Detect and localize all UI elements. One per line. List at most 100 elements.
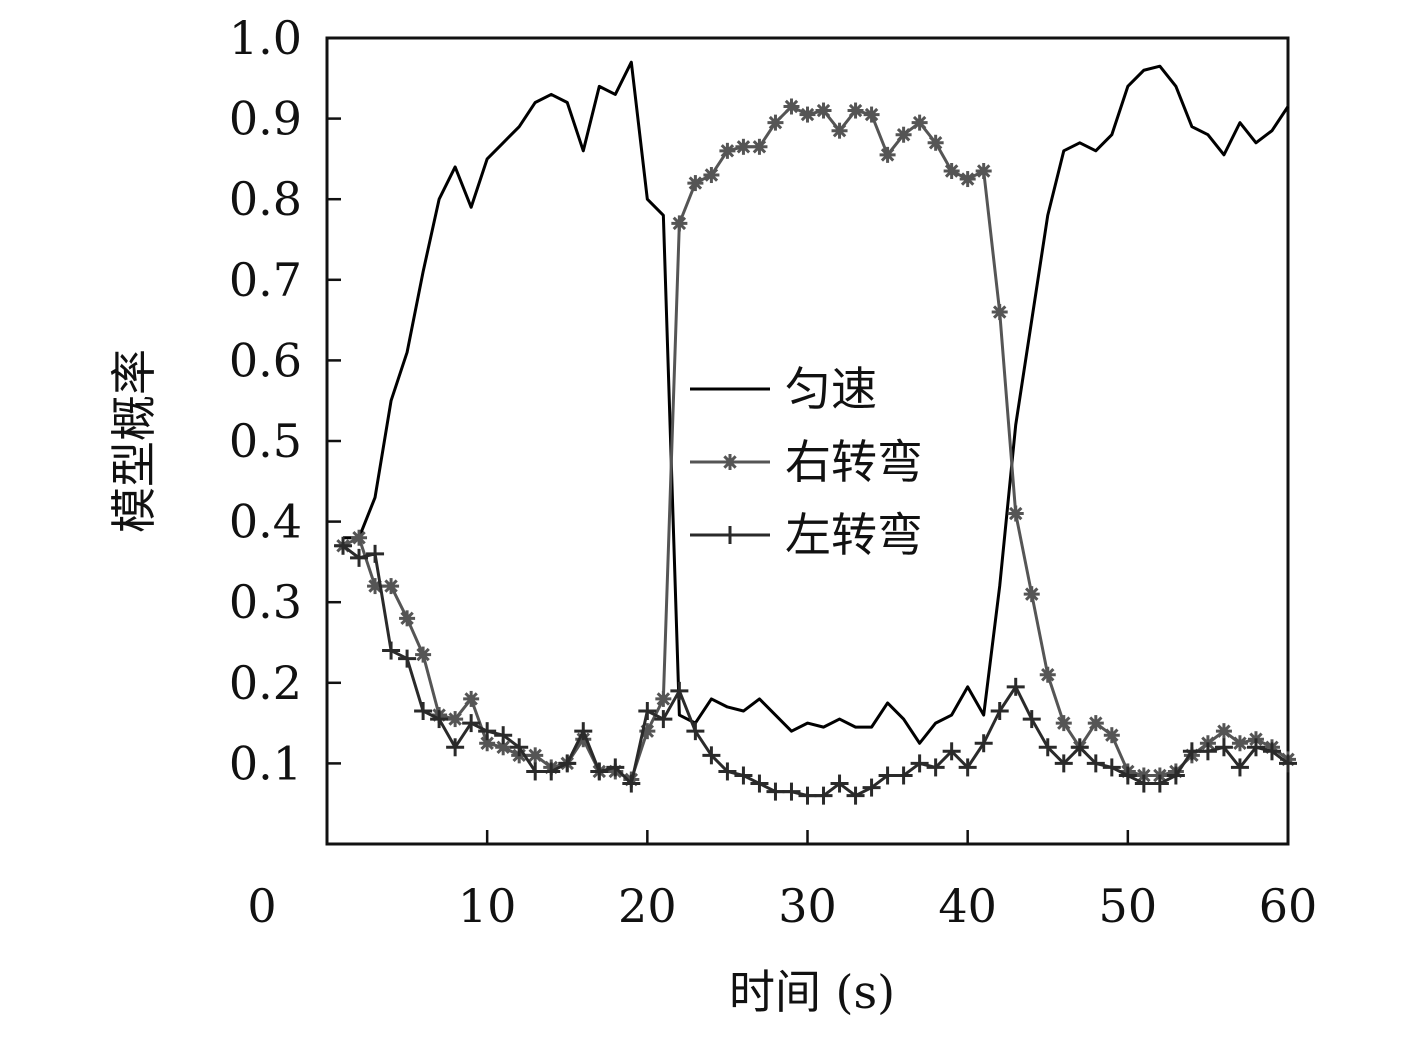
- y-tick-label: 0.6: [229, 333, 302, 387]
- plus-marker: [1230, 758, 1249, 777]
- plus-marker: [990, 702, 1009, 721]
- plus-marker: [942, 742, 961, 761]
- asterisk-marker: [1055, 715, 1072, 732]
- plus-marker: [606, 758, 625, 777]
- plus-marker: [478, 722, 497, 741]
- plus-marker: [574, 722, 593, 741]
- plus-marker: [654, 710, 673, 729]
- asterisk-marker: [1087, 715, 1104, 732]
- asterisk-marker: [959, 171, 976, 188]
- asterisk-marker: [447, 711, 464, 728]
- plus-marker: [446, 738, 465, 757]
- plus-marker: [830, 774, 849, 793]
- x-tick-label: 60: [1259, 879, 1318, 933]
- plus-marker: [1166, 766, 1185, 785]
- asterisk-marker: [687, 175, 704, 192]
- asterisk-marker: [799, 106, 816, 123]
- plus-marker: [1038, 738, 1057, 757]
- asterisk-marker: [351, 529, 368, 546]
- legend-item: 右转弯: [690, 435, 923, 489]
- legend-label: 匀速: [785, 362, 877, 416]
- asterisk-marker: [399, 610, 416, 627]
- asterisk-marker: [383, 578, 400, 595]
- asterisk-marker: [815, 102, 832, 119]
- x-axis-title: 时间 (s): [729, 965, 895, 1019]
- legend-label: 左转弯: [785, 508, 923, 562]
- plus-marker: [974, 734, 993, 753]
- plus-marker: [1262, 742, 1281, 761]
- series-0: [343, 60, 1290, 745]
- plus-marker: [1118, 766, 1137, 785]
- plus-marker: [366, 544, 385, 563]
- asterisk-marker: [527, 747, 544, 764]
- y-tick-label: 0.5: [229, 414, 302, 468]
- plus-marker: [1006, 677, 1025, 696]
- plus-marker: [542, 762, 561, 781]
- asterisk-marker: [479, 735, 496, 752]
- plus-marker: [1279, 754, 1297, 773]
- plus-marker: [958, 758, 977, 777]
- asterisk-marker: [703, 167, 720, 184]
- asterisk-marker: [1039, 666, 1056, 683]
- plus-marker: [350, 548, 369, 567]
- plus-marker: [721, 526, 739, 544]
- plus-marker: [1086, 754, 1105, 773]
- plus-marker: [638, 702, 657, 721]
- plus-marker: [782, 782, 801, 801]
- plus-marker: [414, 702, 433, 721]
- asterisk-marker: [639, 723, 656, 740]
- x-tick-label: 30: [778, 879, 837, 933]
- plus-marker: [1150, 774, 1169, 793]
- plus-marker: [1070, 738, 1089, 757]
- plus-marker: [398, 649, 417, 668]
- plus-marker: [910, 754, 929, 773]
- plus-marker: [1054, 754, 1073, 773]
- asterisk-marker: [783, 98, 800, 115]
- legend-label: 右转弯: [785, 435, 923, 489]
- plus-marker: [526, 762, 545, 781]
- plus-marker: [1246, 738, 1265, 757]
- plus-marker: [590, 762, 609, 781]
- legend-item: 匀速: [690, 362, 877, 416]
- plus-marker: [462, 714, 481, 733]
- y-tick-label: 1.0: [229, 11, 302, 65]
- asterisk-marker: [1231, 735, 1248, 752]
- asterisk-marker: [1023, 586, 1040, 603]
- plus-marker: [1022, 710, 1041, 729]
- plus-marker: [1198, 742, 1217, 761]
- y-tick-label: 0.7: [229, 253, 302, 307]
- asterisk-marker: [1007, 505, 1024, 522]
- asterisk-marker: [943, 162, 960, 179]
- y-tick-label: 0.4: [229, 495, 302, 549]
- plus-marker: [846, 786, 865, 805]
- plus-marker: [750, 774, 769, 793]
- plus-marker: [670, 681, 689, 700]
- plus-marker: [798, 786, 817, 805]
- asterisk-marker: [722, 454, 738, 470]
- asterisk-marker: [671, 215, 688, 232]
- axis-ticks: 0 10 20 30 40 50 60 0.1 0.2 0.3 0.4 0.5 0.6 0.7 0.8 0.9…: [229, 11, 1317, 933]
- asterisk-marker: [1103, 727, 1120, 744]
- y-axis-title: 模型概率: [107, 349, 161, 533]
- plus-marker: [1134, 774, 1153, 793]
- x-tick-label: 20: [618, 879, 677, 933]
- asterisk-marker: [495, 739, 512, 756]
- y-tick-label: 0.3: [229, 575, 302, 629]
- x-tick-label: 10: [458, 879, 517, 933]
- y-tick-label: 0.2: [229, 656, 302, 710]
- plus-marker: [1214, 738, 1233, 757]
- asterisk-marker: [415, 646, 432, 663]
- asterisk-marker: [911, 114, 928, 131]
- series-layer: [334, 60, 1297, 805]
- plus-marker: [862, 778, 881, 797]
- legend-item: 左转弯: [690, 508, 923, 562]
- plus-marker: [926, 758, 945, 777]
- asterisk-marker: [927, 134, 944, 151]
- plus-marker: [814, 786, 833, 805]
- plus-marker: [558, 754, 577, 773]
- plus-marker: [718, 762, 737, 781]
- asterisk-marker: [991, 304, 1008, 321]
- plus-marker: [1182, 742, 1201, 761]
